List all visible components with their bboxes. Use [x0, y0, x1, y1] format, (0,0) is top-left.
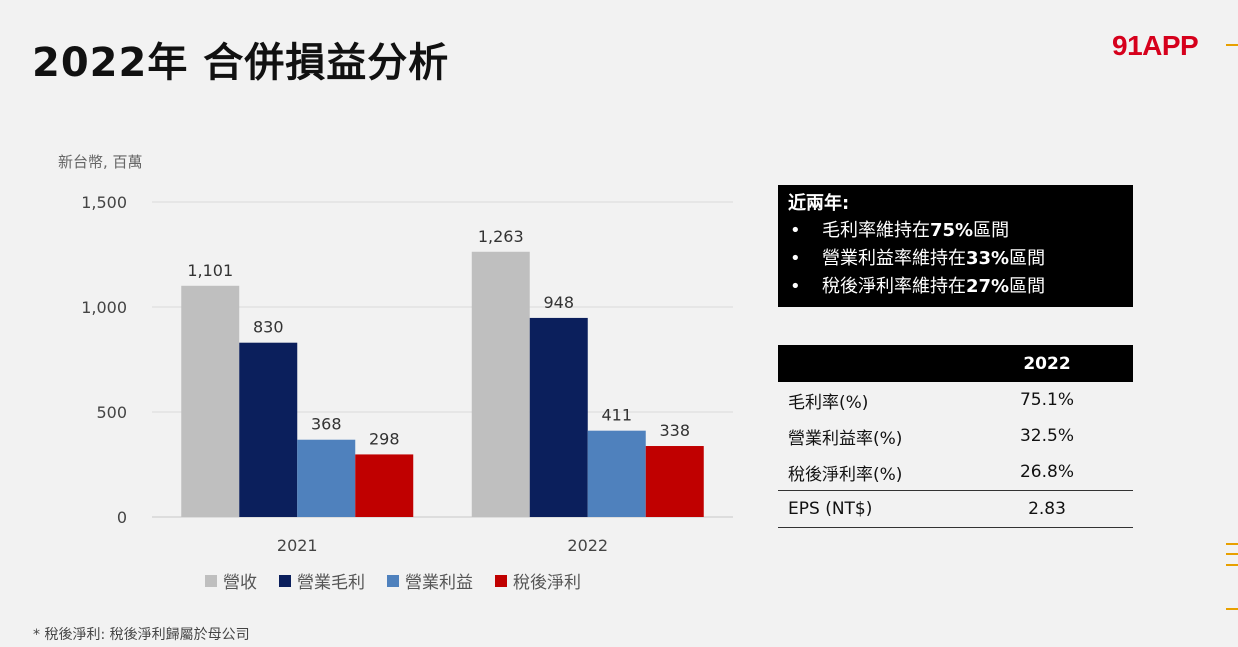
- table-row: 毛利率(%) 75.1%: [778, 382, 1133, 418]
- legend-label: 營業毛利: [297, 573, 365, 593]
- company-logo: 91APP: [1112, 30, 1199, 61]
- bar: [297, 439, 356, 517]
- y-tick-label: 1,000: [81, 298, 127, 317]
- row-value: 75.1%: [1019, 390, 1074, 410]
- legend-label: 稅後淨利: [513, 573, 581, 593]
- highlight-item: 營業利益率維持在33%區間: [788, 245, 1123, 273]
- data-label: 338: [659, 421, 690, 440]
- data-label: 411: [601, 406, 632, 425]
- page-title: 2022年 合併損益分析: [32, 40, 450, 86]
- legend-swatch: [279, 574, 291, 587]
- bar: [181, 285, 240, 517]
- legend-swatch: [205, 574, 217, 587]
- footnote: * 稅後淨利: 稅後淨利歸屬於母公司: [33, 627, 250, 643]
- y-tick-label: 1,500: [81, 193, 127, 212]
- decor-line: [1226, 553, 1238, 555]
- unit-label: 新台幣, 百萬: [58, 153, 143, 171]
- table-row: 稅後淨利率(%) 26.8%: [778, 454, 1133, 491]
- bar: [471, 251, 530, 517]
- highlight-item: 稅後淨利率維持在27%區間: [788, 273, 1123, 301]
- ratio-table: 2022 毛利率(%) 75.1% 營業利益率(%) 32.5% 稅後淨利率(%…: [778, 345, 1133, 528]
- data-label: 1,263: [478, 227, 524, 246]
- decor-line: [1226, 543, 1238, 545]
- data-label: 298: [369, 429, 400, 448]
- row-label: 毛利率(%): [788, 392, 869, 413]
- legend-label: 營業利益: [405, 573, 473, 593]
- data-label: 1,101: [187, 261, 233, 280]
- table-header-row: 2022: [778, 345, 1133, 382]
- highlight-heading: 近兩年:: [788, 193, 850, 214]
- legend-item: 稅後淨利: [495, 568, 581, 593]
- chart-legend: 營收 營業毛利 營業利益 稅後淨利: [205, 568, 581, 593]
- data-label: 368: [311, 415, 342, 434]
- highlight-list: 毛利率維持在75%區間 營業利益率維持在33%區間 稅後淨利率維持在27%區間: [788, 217, 1123, 301]
- bar-chart: 新台幣, 百萬 0 500 1,000 1,500 1,101 830 368 298 2021 1…: [58, 153, 733, 555]
- bar: [239, 342, 298, 517]
- row-label: EPS (NT$): [778, 490, 961, 528]
- table-header-year: 2022: [961, 345, 1133, 382]
- row-value: 26.8%: [1019, 462, 1074, 482]
- table-row: EPS (NT$) 2.83: [778, 490, 1133, 528]
- legend-item: 營收: [205, 568, 257, 593]
- bar: [355, 454, 414, 517]
- legend-swatch: [387, 574, 399, 587]
- data-label: 948: [543, 293, 574, 312]
- bar: [645, 446, 704, 517]
- decor-line: [1226, 564, 1238, 566]
- row-value: 32.5%: [1019, 426, 1074, 446]
- y-tick-label: 500: [96, 403, 127, 422]
- decor-line: [1226, 608, 1238, 610]
- x-tick-label: 2022: [567, 536, 608, 555]
- decor-line: [1226, 44, 1238, 46]
- bar: [529, 317, 588, 517]
- row-label: 營業利益率(%): [788, 428, 903, 449]
- row-label: 稅後淨利率(%): [788, 464, 903, 485]
- legend-item: 營業利益: [387, 568, 473, 593]
- legend-item: 營業毛利: [279, 568, 365, 593]
- table-header-blank: [778, 345, 961, 382]
- highlight-item: 毛利率維持在75%區間: [788, 217, 1123, 245]
- row-value: 2.83: [961, 490, 1133, 528]
- legend-label: 營收: [223, 573, 257, 593]
- legend-swatch: [495, 574, 507, 587]
- highlight-box: 近兩年: 毛利率維持在75%區間 營業利益率維持在33%區間 稅後淨利率維持在2…: [778, 185, 1133, 307]
- y-tick-label: 0: [117, 508, 127, 527]
- data-label: 830: [253, 318, 284, 337]
- bar: [587, 430, 646, 517]
- table-row: 營業利益率(%) 32.5%: [778, 418, 1133, 454]
- x-tick-label: 2021: [277, 536, 318, 555]
